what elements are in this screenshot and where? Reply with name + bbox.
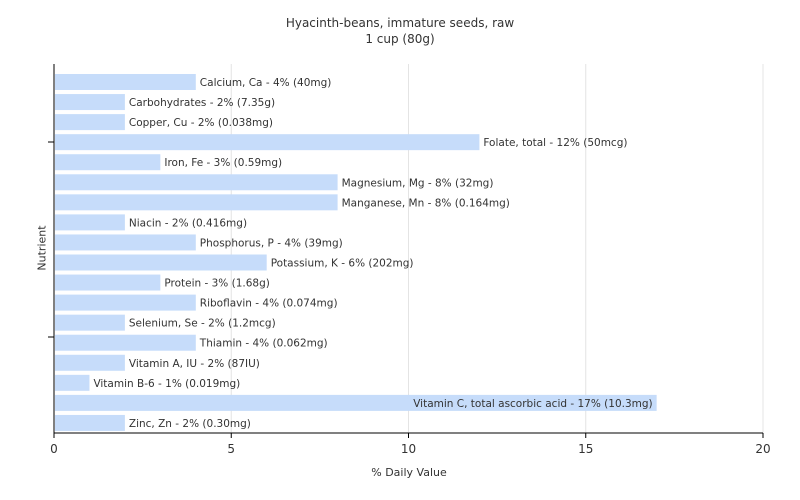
bar bbox=[55, 94, 125, 111]
bar bbox=[55, 414, 125, 431]
x-tick-label: 5 bbox=[227, 442, 235, 456]
bar bbox=[55, 354, 125, 371]
x-axis-label: % Daily Value bbox=[371, 466, 447, 479]
bar-label: Vitamin B-6 - 1% (0.019mg) bbox=[93, 378, 240, 390]
bar-label: Copper, Cu - 2% (0.038mg) bbox=[129, 117, 273, 129]
bar-label: Phosphorus, P - 4% (39mg) bbox=[200, 237, 343, 249]
bar bbox=[55, 254, 267, 271]
chart-subtitle: 1 cup (80g) bbox=[365, 32, 435, 46]
bar-label: Iron, Fe - 3% (0.59mg) bbox=[164, 157, 282, 169]
bar bbox=[55, 274, 161, 291]
bar bbox=[55, 194, 338, 211]
bar bbox=[55, 174, 338, 191]
grid-lines bbox=[230, 64, 764, 433]
bar bbox=[55, 134, 480, 151]
bar bbox=[55, 314, 125, 331]
bar bbox=[55, 334, 196, 351]
bar bbox=[55, 114, 125, 131]
bar-label: Zinc, Zn - 2% (0.30mg) bbox=[129, 418, 251, 430]
x-tick-label: 10 bbox=[401, 442, 416, 456]
bar-label: Selenium, Se - 2% (1.2mcg) bbox=[129, 318, 276, 330]
bar bbox=[55, 74, 196, 90]
chart-title: Hyacinth-beans, immature seeds, raw bbox=[285, 16, 515, 30]
bar-label: Folate, total - 12% (50mcg) bbox=[483, 137, 627, 149]
bar bbox=[55, 154, 161, 171]
x-tick-label: 0 bbox=[50, 442, 58, 456]
bar-label: Manganese, Mn - 8% (0.164mg) bbox=[342, 197, 510, 209]
x-tick-label: 15 bbox=[578, 442, 593, 456]
bar-label: Potassium, K - 6% (202mg) bbox=[271, 258, 414, 270]
x-tick-label: 20 bbox=[755, 442, 770, 456]
bar bbox=[55, 234, 196, 251]
bar bbox=[55, 294, 196, 311]
bars: Calcium, Ca - 4% (40mg) Carbohydrates - 2… bbox=[55, 74, 657, 431]
bar-label: Niacin - 2% (0.416mg) bbox=[129, 217, 247, 229]
bar-label: Protein - 3% (1.68g) bbox=[164, 278, 270, 290]
bar-label: Riboflavin - 4% (0.074mg) bbox=[200, 298, 338, 310]
axes: 0 5 10 15 20 bbox=[48, 64, 771, 456]
bar bbox=[55, 214, 125, 231]
bar-label: Vitamin A, IU - 2% (87IU) bbox=[129, 358, 260, 370]
bar-label: Thiamin - 4% (0.062mg) bbox=[199, 338, 328, 350]
bar bbox=[55, 374, 90, 391]
bar bbox=[55, 394, 657, 411]
bar-label: Vitamin C, total ascorbic acid - 17% (10… bbox=[413, 398, 652, 410]
bar-label: Carbohydrates - 2% (7.35g) bbox=[129, 97, 275, 109]
bar-label: Calcium, Ca - 4% (40mg) bbox=[200, 77, 332, 89]
bar-label: Magnesium, Mg - 8% (32mg) bbox=[342, 177, 494, 189]
